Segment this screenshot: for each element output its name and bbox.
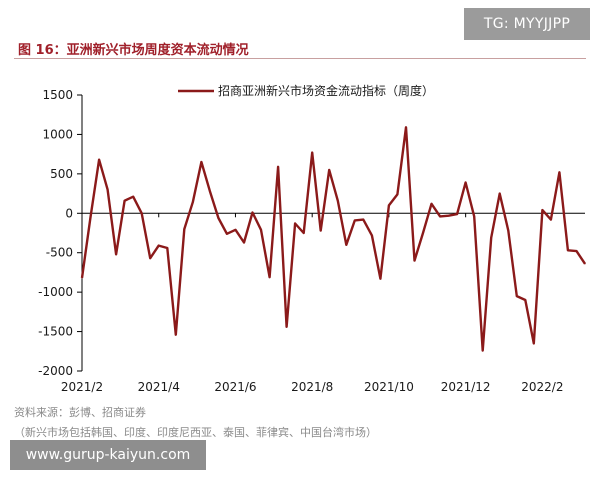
data-point: [226, 233, 228, 235]
data-point: [311, 151, 313, 154]
legend: 招商亚洲新兴市场资金流动指标（周度）: [178, 83, 434, 98]
y-tick-label: -2000: [38, 364, 73, 378]
data-point: [328, 169, 330, 171]
data-point: [558, 171, 561, 173]
y-tick-label: 500: [50, 167, 73, 181]
plot-area: [80, 126, 586, 352]
data-point: [584, 263, 586, 265]
x-tick-label: 2021/12: [441, 380, 491, 394]
series-line: [80, 126, 586, 352]
data-point: [362, 218, 364, 221]
data-point: [303, 232, 305, 234]
x-tick-label: 2021/2: [61, 380, 103, 394]
data-point: [81, 277, 83, 279]
y-axis: 1500 1000 500 0 -500 -1000 -1500 -2000: [38, 88, 83, 378]
x-tick-label: 2021/6: [214, 380, 256, 394]
data-point: [422, 232, 424, 234]
y-tick-label: 0: [65, 206, 73, 220]
data-point: [354, 219, 356, 221]
source-note: 资料来源：彭博、招商证券: [14, 406, 146, 419]
data-point: [567, 249, 569, 251]
data-point: [209, 190, 211, 192]
data-point: [456, 213, 458, 215]
data-point: [575, 250, 578, 252]
data-point: [234, 229, 237, 231]
data-point: [243, 241, 245, 244]
data-point: [473, 215, 475, 218]
watermark-top: TG: MYYJJPP: [464, 8, 590, 40]
data-point: [490, 237, 492, 239]
data-point: [217, 217, 220, 219]
data-point: [388, 204, 390, 206]
legend-label: 招商亚洲新兴市场资金流动指标（周度）: [218, 83, 434, 98]
data-point: [192, 201, 194, 203]
data-point: [499, 192, 501, 195]
data-point: [183, 228, 185, 230]
data-point: [175, 334, 177, 336]
data-point: [268, 276, 271, 278]
y-tick-label: 1500: [42, 88, 73, 102]
data-point: [115, 253, 117, 255]
data-point: [447, 215, 450, 217]
data-point: [286, 326, 288, 328]
data-point: [320, 230, 322, 232]
y-tick-label: -500: [46, 246, 73, 260]
x-tick-label: 2021/4: [138, 380, 180, 394]
data-point: [251, 211, 254, 214]
data-point: [260, 229, 262, 231]
data-point: [482, 349, 484, 352]
data-point: [141, 212, 143, 214]
x-tick-label: 2021/10: [364, 380, 414, 394]
data-point: [507, 230, 509, 232]
data-point: [89, 216, 92, 218]
data-point: [413, 260, 416, 262]
x-axis: 2021/2 2021/4 2021/6 2021/8 2021/10 2021/12 20…: [61, 212, 585, 394]
data-point: [345, 244, 347, 246]
data-point: [439, 215, 441, 218]
data-point: [337, 200, 339, 202]
data-point: [541, 209, 543, 211]
data-point: [533, 342, 535, 344]
data-point: [379, 278, 381, 280]
data-point: [371, 234, 373, 236]
data-point: [550, 218, 552, 221]
data-point: [524, 299, 526, 301]
data-point: [106, 189, 109, 191]
watermark-bottom: www.gurup-kaiyun.com: [10, 440, 206, 470]
title-divider: [14, 58, 586, 59]
data-point: [200, 161, 202, 163]
data-point: [405, 126, 407, 128]
data-point: [98, 159, 100, 161]
line-chart: 招商亚洲新兴市场资金流动指标（周度） 1500 1000 500 0 -500 -1000…: [38, 83, 586, 394]
data-point: [430, 203, 433, 205]
x-tick-label: 2021/8: [291, 380, 333, 394]
x-tick-label: 2022/2: [521, 380, 563, 394]
footnote: （新兴市场包括韩国、印度、印度尼西亚、泰国、菲律宾、中国台湾市场）: [14, 426, 377, 439]
data-point: [465, 181, 467, 184]
data-point: [166, 247, 168, 249]
figure-title: 图 16：亚洲新兴市场周度资本流动情况: [18, 43, 249, 58]
data-point: [149, 257, 151, 259]
y-tick-label: -1500: [38, 325, 73, 339]
data-point: [124, 200, 126, 202]
data-point: [158, 245, 160, 247]
data-point: [294, 222, 296, 225]
data-point: [516, 295, 518, 297]
y-tick-label: -1000: [38, 285, 73, 299]
data-point: [396, 193, 399, 195]
y-tick-label: 1000: [42, 127, 73, 141]
data-point: [132, 196, 134, 198]
data-point: [277, 166, 279, 168]
